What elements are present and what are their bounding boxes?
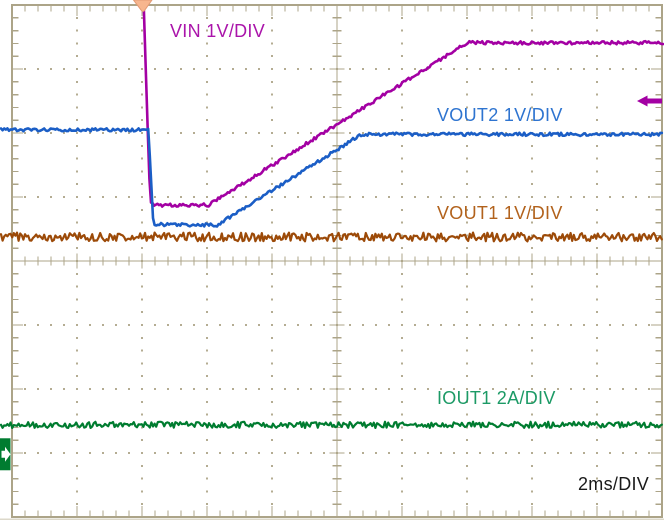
vin-position-arrow-icon xyxy=(637,95,662,107)
crosshair-tick-marks xyxy=(24,17,650,505)
vout2-trace-label: VOUT2 1V/DIV xyxy=(437,105,563,125)
iout1-trace-label: IOUT1 2A/DIV xyxy=(437,388,556,408)
waveform-traces xyxy=(0,0,664,429)
graticule-shadow xyxy=(0,518,664,520)
vin-trace-label: VIN 1V/DIV xyxy=(170,21,266,41)
vout1-waveform xyxy=(0,231,663,243)
iout1-waveform xyxy=(0,420,663,429)
graticule-grid xyxy=(0,4,664,520)
edge-markers xyxy=(0,0,662,471)
vout1-trace-label: VOUT1 1V/DIV xyxy=(437,203,563,223)
trigger-marker-icon xyxy=(132,0,153,12)
vout2-waveform xyxy=(0,127,664,228)
iout1-ground-arrow-icon xyxy=(1,446,11,462)
timebase-label: 2ms/DIV xyxy=(578,474,650,494)
vin-waveform xyxy=(142,0,664,208)
